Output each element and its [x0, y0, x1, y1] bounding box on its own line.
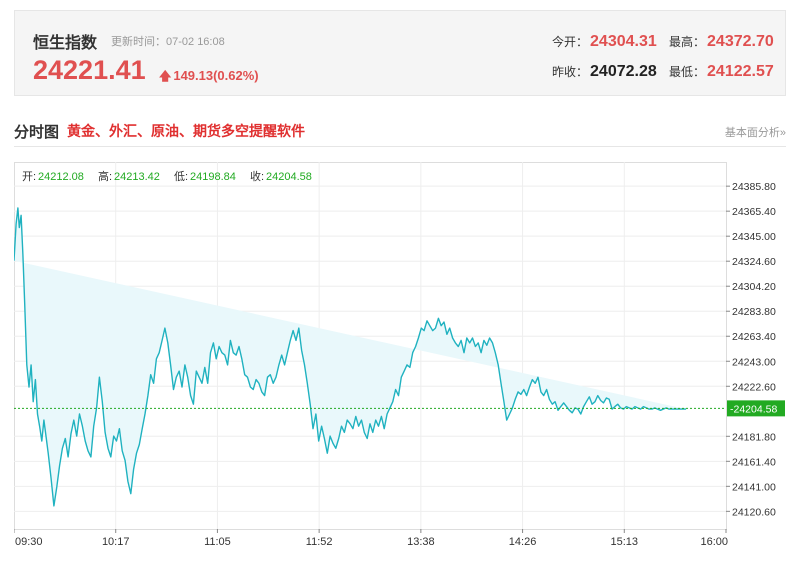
ohlc-label: 低:: [174, 170, 188, 183]
y-tick-label: 24141.00: [732, 481, 776, 493]
promo-link[interactable]: 黄金、外汇、原油、期货多空提醒软件: [67, 123, 305, 139]
y-tick-label: 24263.40: [732, 331, 776, 343]
ohlc-label: 高:: [98, 169, 112, 183]
y-tick-label: 24304.20: [732, 281, 776, 293]
y-tick-label: 24324.60: [732, 256, 776, 268]
x-tick-label: 13:38: [407, 536, 435, 548]
y-tick-label: 24345.00: [732, 231, 776, 243]
index-name: 恒生指数: [33, 35, 98, 52]
price-line: [13, 207, 687, 507]
low-stat: 最低： 24122.57: [669, 63, 774, 81]
y-tick-label: 24181.80: [732, 431, 776, 443]
price-change-value: 149.13(0.62%): [173, 68, 259, 83]
ohlc-value: 24198.84: [190, 171, 236, 183]
x-tick-label: 14:26: [509, 536, 537, 548]
open-stat: 今开： 24304.31: [552, 33, 657, 51]
x-tick-label: 15:13: [611, 536, 639, 548]
x-tick-label: 16:00: [700, 536, 728, 548]
ohlc-value: 24212.08: [38, 171, 84, 183]
fundamental-analysis-link[interactable]: 基本面分析»: [724, 127, 786, 139]
ohlc-label: 开:: [22, 171, 36, 183]
price-area: [14, 208, 687, 506]
prev-close-value: 24072.28: [590, 63, 657, 80]
ohlc-label: 收:: [250, 169, 264, 183]
y-tick-label: 24222.60: [732, 381, 776, 393]
prev-close-stat: 昨收： 24072.28: [552, 63, 657, 81]
low-value: 24122.57: [707, 63, 774, 80]
current-price: 24221.41: [33, 55, 146, 85]
reference-label: -24204.58: [730, 403, 777, 415]
y-tick-label: 24243.00: [732, 356, 776, 368]
price-change: 🡅 149.13(0.62%): [159, 67, 259, 88]
x-tick-label: 10:17: [102, 536, 130, 548]
y-tick-label: 24365.40: [732, 206, 776, 218]
high-value: 24372.70: [707, 33, 774, 50]
section-title: 分时图: [14, 124, 60, 141]
y-tick-label: 24283.80: [732, 306, 776, 318]
y-tick-label: 24120.60: [732, 506, 776, 518]
y-tick-label: 24161.40: [732, 456, 776, 468]
chart-svg: 24385.80 24365.40 24345.00 24324.60 24304.20…: [13, 162, 785, 548]
open-value: 24304.31: [590, 33, 657, 50]
up-arrow-icon: 🡅: [159, 69, 172, 83]
section-divider: [14, 146, 786, 147]
update-time: 更新时间：07-02 16:08: [111, 36, 225, 48]
low-label: 最低：: [669, 65, 706, 79]
plot-border: [14, 162, 727, 530]
intraday-chart: 24385.80 24365.40 24345.00 24324.60 24304.20…: [13, 160, 786, 560]
prev-close-label: 昨收：: [552, 65, 589, 79]
reference-label-box: [727, 400, 785, 417]
high-stat: 最高： 24372.70: [669, 33, 774, 51]
open-label: 今开：: [552, 35, 589, 49]
x-tick-label: 11:05: [204, 536, 231, 548]
x-tick-label: 09:30: [15, 536, 43, 548]
ohlc-value: 24204.58: [266, 171, 312, 183]
quote-panel: 恒生指数 更新时间：07-02 16:08 24221.41 🡅 149.13(0…: [14, 10, 786, 96]
x-tick-label: 11:52: [306, 536, 333, 548]
ohlc-value: 24213.42: [114, 171, 160, 183]
y-tick-label: 24385.80: [732, 181, 776, 193]
high-label: 最高：: [669, 35, 706, 49]
